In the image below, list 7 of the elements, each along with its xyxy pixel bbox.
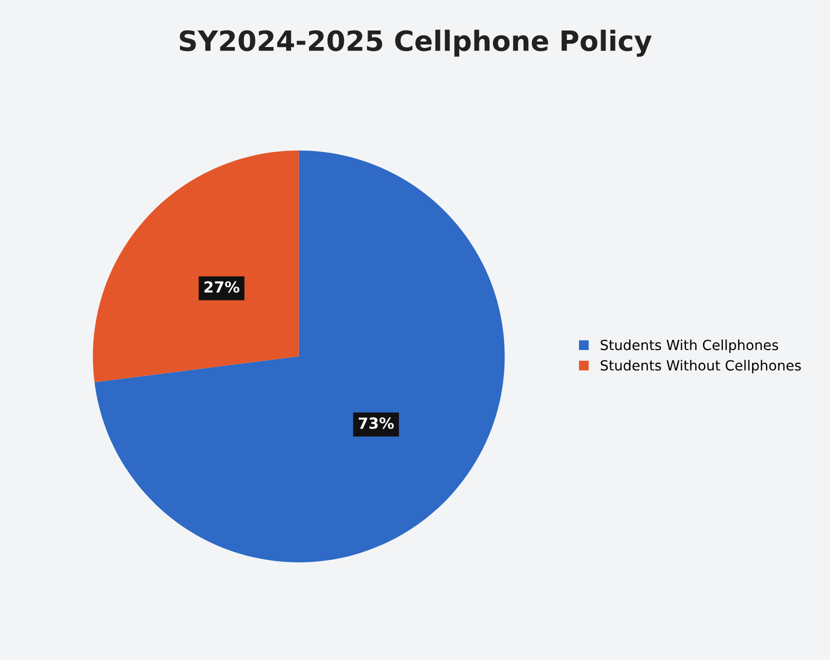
pie-slice xyxy=(92,150,299,382)
data-label: 27% xyxy=(204,281,240,293)
pie-slice xyxy=(94,150,505,562)
legend-label: Students Without Cellphones xyxy=(600,360,801,374)
data-label: 73% xyxy=(358,417,394,429)
legend-label: Students With Cellphones xyxy=(600,339,778,353)
chart-title: SY2024-2025 Cellphone Policy xyxy=(180,30,652,57)
